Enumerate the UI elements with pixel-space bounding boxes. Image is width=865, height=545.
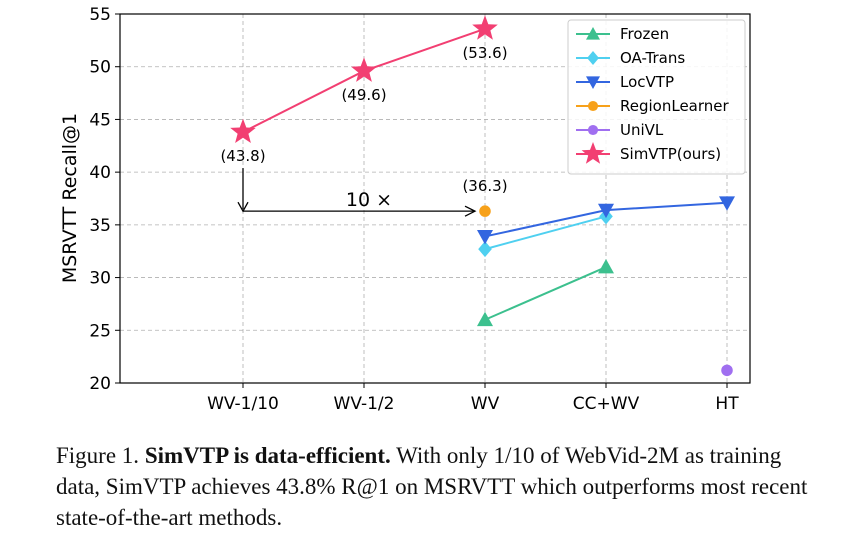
arrow-right-head	[464, 205, 477, 217]
annotations: (43.8) (49.6) (53.6) (36.3) 10 ×	[220, 44, 507, 211]
legend-box	[567, 19, 746, 175]
legend-marker	[586, 27, 600, 40]
series-line	[484, 215, 607, 251]
y-tick-label: 40	[89, 163, 111, 183]
legend-label: Frozen	[620, 25, 669, 43]
legend-item-simvtp-ours: SimVTP(ours)	[576, 142, 721, 164]
series-regionlearner	[479, 205, 491, 217]
legend-item-oa-trans: OA-Trans	[576, 49, 685, 67]
legend-marker	[587, 124, 599, 136]
y-tick-label: 55	[89, 5, 111, 25]
series-simvtp-ours	[230, 15, 498, 143]
plot-frame	[119, 13, 751, 384]
data-point	[721, 364, 733, 377]
data-point	[478, 241, 492, 258]
legend-label: OA-Trans	[620, 49, 685, 67]
x-axis-ticks: WV-1/10 WV-1/2 WV CC+WV HT	[207, 383, 739, 414]
data-point	[477, 311, 493, 327]
series-frozen	[477, 259, 614, 327]
x-tick-label: WV	[471, 394, 500, 414]
legend-item-univl: UniVL	[576, 121, 664, 139]
series-univl	[721, 364, 733, 377]
series-layer	[230, 15, 735, 377]
y-tick-label: 25	[89, 321, 111, 341]
y-tick-label: 30	[89, 269, 111, 289]
x-tick-label: WV-1/10	[207, 394, 279, 414]
x-tick-label: HT	[715, 394, 739, 414]
legend-marker	[586, 76, 600, 89]
series-locvtp	[477, 196, 735, 245]
series-line	[484, 266, 607, 321]
value-label: (53.6)	[462, 44, 507, 62]
y-tick-label: 45	[89, 110, 111, 130]
y-tick-label: 35	[89, 216, 111, 236]
grid	[120, 13, 750, 384]
legend-marker	[587, 100, 599, 112]
data-point	[477, 230, 493, 245]
annotation-arrows	[237, 168, 477, 217]
data-point	[351, 57, 377, 82]
data-point	[598, 203, 614, 219]
legend-item-frozen: Frozen	[576, 25, 669, 43]
legend-marker	[581, 142, 605, 164]
legend: Frozen OA-Trans LocVTP RegionLearner UniVL Si…	[567, 19, 746, 175]
data-point	[479, 205, 491, 217]
legend-item-regionlearner: RegionLearner	[576, 97, 730, 115]
y-tick-label: 50	[89, 58, 111, 78]
value-label: (36.3)	[462, 177, 507, 195]
y-axis-ticks: 20 25 30 35 40 45 50 55	[89, 5, 120, 394]
value-label: (49.6)	[341, 86, 386, 104]
legend-marker	[587, 51, 599, 65]
y-tick-label: 20	[89, 374, 111, 394]
legend-label: RegionLearner	[620, 97, 730, 115]
data-point	[719, 196, 735, 211]
caption-prefix: Figure 1.	[56, 443, 145, 468]
ratio-label: 10 ×	[346, 189, 392, 211]
y-axis-label: MSRVTT Recall@1	[59, 113, 81, 283]
x-tick-label: CC+WV	[573, 394, 640, 414]
legend-item-locvtp: LocVTP	[576, 73, 674, 91]
legend-label: LocVTP	[620, 73, 674, 91]
caption-rest: With only 1/10 of WebVid-2M as training …	[56, 443, 808, 530]
x-tick-label: WV-1/2	[334, 394, 395, 414]
caption-bold: SimVTP is data-efficient.	[144, 443, 391, 468]
legend-label: UniVL	[620, 121, 664, 139]
data-point	[598, 259, 614, 274]
figure-caption: Figure 1. SimVTP is data-efficient. With…	[56, 440, 816, 533]
data-point	[230, 118, 256, 143]
value-label: (43.8)	[220, 147, 265, 165]
legend-label: SimVTP(ours)	[620, 145, 721, 163]
data-point	[472, 15, 498, 40]
